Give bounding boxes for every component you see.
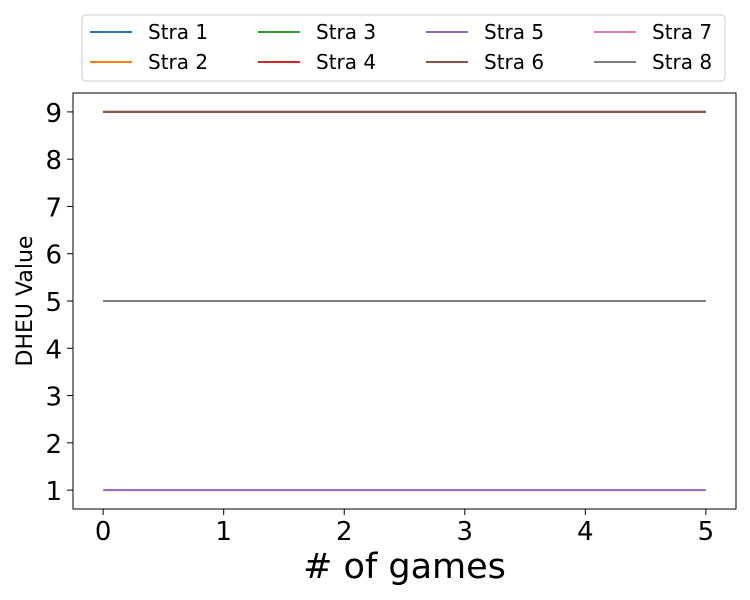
legend-items: Stra 1 Stra 2 Stra 3 Stra 4 Stra 5 Stra 6 Stra… — [90, 20, 712, 74]
x-tick-label: 3 — [456, 517, 473, 547]
series-layer — [103, 110, 706, 492]
legend-box — [81, 14, 726, 82]
legend-label: Stra 7 — [652, 20, 712, 44]
x-tick-label: 1 — [215, 517, 232, 547]
legend-item: Stra 2 — [90, 50, 208, 74]
legend-item: Stra 3 — [258, 20, 376, 44]
legend-label: Stra 4 — [316, 50, 376, 74]
legend-label: Stra 1 — [148, 20, 208, 44]
x-tick-label: 5 — [698, 517, 715, 547]
legend-label: Stra 3 — [316, 20, 376, 44]
y-tick-label: 6 — [45, 241, 62, 271]
legend-label: Stra 5 — [484, 20, 544, 44]
y-axis-label: DHEU Value — [13, 236, 38, 367]
legend-label: Stra 6 — [484, 50, 544, 74]
y-tick-label: 1 — [45, 477, 62, 507]
legend-item: Stra 7 — [594, 20, 712, 44]
legend-item: Stra 5 — [426, 20, 544, 44]
y-tick-label: 2 — [45, 430, 62, 460]
y-tick-label: 5 — [45, 288, 62, 318]
x-tick-label: 0 — [95, 517, 112, 547]
legend-item: Stra 4 — [258, 50, 376, 74]
y-tick-label: 4 — [45, 335, 62, 365]
y-axis: 1 2 3 4 5 6 7 8 9 — [45, 99, 73, 507]
x-axis-label: # of games — [303, 547, 506, 587]
x-axis: 0 1 2 3 4 5 — [95, 509, 714, 547]
y-tick-label: 3 — [45, 383, 62, 413]
legend-label: Stra 8 — [652, 50, 712, 74]
legend-item: Stra 1 — [90, 20, 208, 44]
legend-item: Stra 8 — [594, 50, 712, 74]
legend-label: Stra 2 — [148, 50, 208, 74]
legend: Stra 1 Stra 2 Stra 3 Stra 4 Stra 5 Stra 6 Stra… — [81, 14, 726, 82]
legend-item: Stra 6 — [426, 50, 544, 74]
y-tick-label: 8 — [45, 146, 62, 176]
y-tick-label: 7 — [45, 193, 62, 223]
y-tick-label: 9 — [45, 99, 62, 129]
x-tick-label: 4 — [577, 517, 594, 547]
x-tick-label: 2 — [336, 517, 353, 547]
